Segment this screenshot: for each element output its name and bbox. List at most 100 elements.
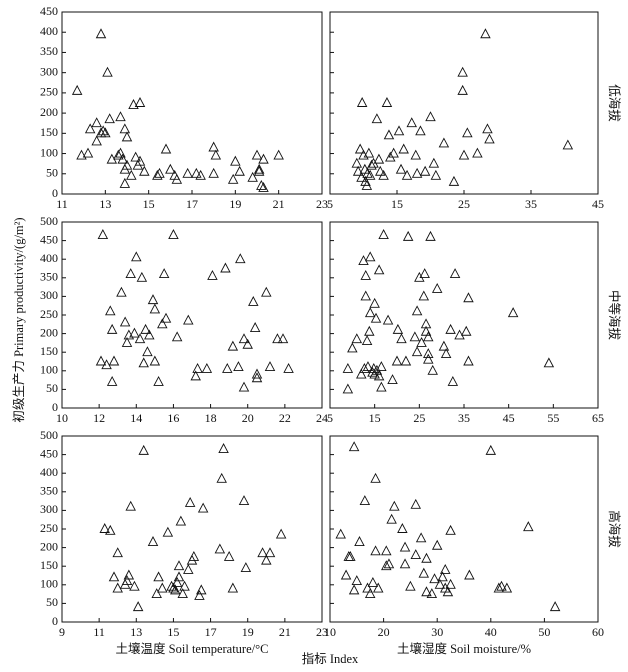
y-tick-label: 200 xyxy=(40,539,58,553)
point xyxy=(383,558,395,569)
point xyxy=(112,547,123,558)
point xyxy=(364,325,375,336)
point xyxy=(410,498,422,509)
figure-x-label: 指标 Index xyxy=(302,651,359,666)
point xyxy=(370,545,381,556)
point xyxy=(366,159,377,170)
point xyxy=(393,125,405,136)
point xyxy=(261,286,272,297)
point xyxy=(166,580,177,591)
y-tick-label: 200 xyxy=(40,325,58,339)
x-tick-label: 9 xyxy=(59,625,65,639)
y-tick-label: 400 xyxy=(40,465,58,479)
point xyxy=(234,165,245,176)
point xyxy=(183,563,194,574)
point xyxy=(352,165,364,176)
point xyxy=(123,329,135,340)
point xyxy=(364,169,376,180)
y-tick-label: 450 xyxy=(40,232,58,246)
point xyxy=(421,586,432,597)
point xyxy=(445,524,456,535)
point xyxy=(218,443,229,453)
x-tick-label: 10 xyxy=(56,411,68,425)
point xyxy=(147,536,159,546)
point xyxy=(195,169,206,180)
point xyxy=(91,135,102,146)
point xyxy=(360,175,371,186)
point xyxy=(134,333,146,344)
point xyxy=(119,316,131,327)
x-tick-label: 50 xyxy=(538,625,550,639)
point xyxy=(220,262,231,273)
point xyxy=(258,181,269,192)
point xyxy=(388,147,399,158)
point xyxy=(362,582,373,593)
point xyxy=(411,305,423,316)
y-tick-label: 200 xyxy=(40,105,58,119)
point xyxy=(482,123,493,134)
x-tick-label: 11 xyxy=(56,197,68,211)
point xyxy=(448,175,460,186)
point xyxy=(376,361,387,372)
point xyxy=(95,355,107,366)
point xyxy=(151,588,162,599)
point xyxy=(367,366,378,377)
point xyxy=(125,500,136,511)
point xyxy=(431,539,443,550)
point xyxy=(370,312,382,323)
point xyxy=(129,580,140,591)
point xyxy=(485,444,497,455)
point xyxy=(168,229,179,239)
point xyxy=(430,169,442,180)
point xyxy=(153,571,164,582)
point xyxy=(154,167,165,178)
point xyxy=(420,325,432,336)
point xyxy=(101,359,112,370)
point xyxy=(425,230,436,241)
point xyxy=(507,307,519,318)
point xyxy=(108,355,120,366)
point xyxy=(142,346,153,357)
point xyxy=(134,155,146,166)
point xyxy=(462,127,473,138)
point xyxy=(82,147,94,158)
point xyxy=(130,151,141,162)
point xyxy=(272,333,283,344)
point xyxy=(207,269,218,280)
point xyxy=(501,582,513,593)
point xyxy=(208,141,219,152)
x-tick-label: 15 xyxy=(143,197,155,211)
point xyxy=(411,167,423,178)
point xyxy=(411,346,423,357)
point xyxy=(248,296,259,306)
y-tick-label: 400 xyxy=(40,251,58,265)
panel-frame xyxy=(61,435,323,623)
point xyxy=(386,513,397,524)
point xyxy=(345,550,356,561)
point xyxy=(397,523,408,533)
point xyxy=(415,532,427,543)
point xyxy=(121,575,133,586)
point xyxy=(428,157,440,168)
point xyxy=(423,348,434,359)
point xyxy=(149,355,161,366)
point xyxy=(359,495,371,506)
point xyxy=(396,333,407,344)
point xyxy=(382,314,394,325)
point xyxy=(342,383,354,394)
point xyxy=(125,268,136,279)
point xyxy=(160,312,172,323)
point xyxy=(342,362,354,373)
point xyxy=(192,362,203,373)
point xyxy=(123,569,135,580)
point xyxy=(264,361,276,372)
point xyxy=(106,323,118,334)
point xyxy=(168,582,179,593)
y-tick-label: 0 xyxy=(52,186,58,200)
point xyxy=(140,323,151,334)
point xyxy=(97,125,109,136)
point xyxy=(283,362,294,373)
point xyxy=(121,159,133,170)
panel-frame xyxy=(329,221,599,409)
